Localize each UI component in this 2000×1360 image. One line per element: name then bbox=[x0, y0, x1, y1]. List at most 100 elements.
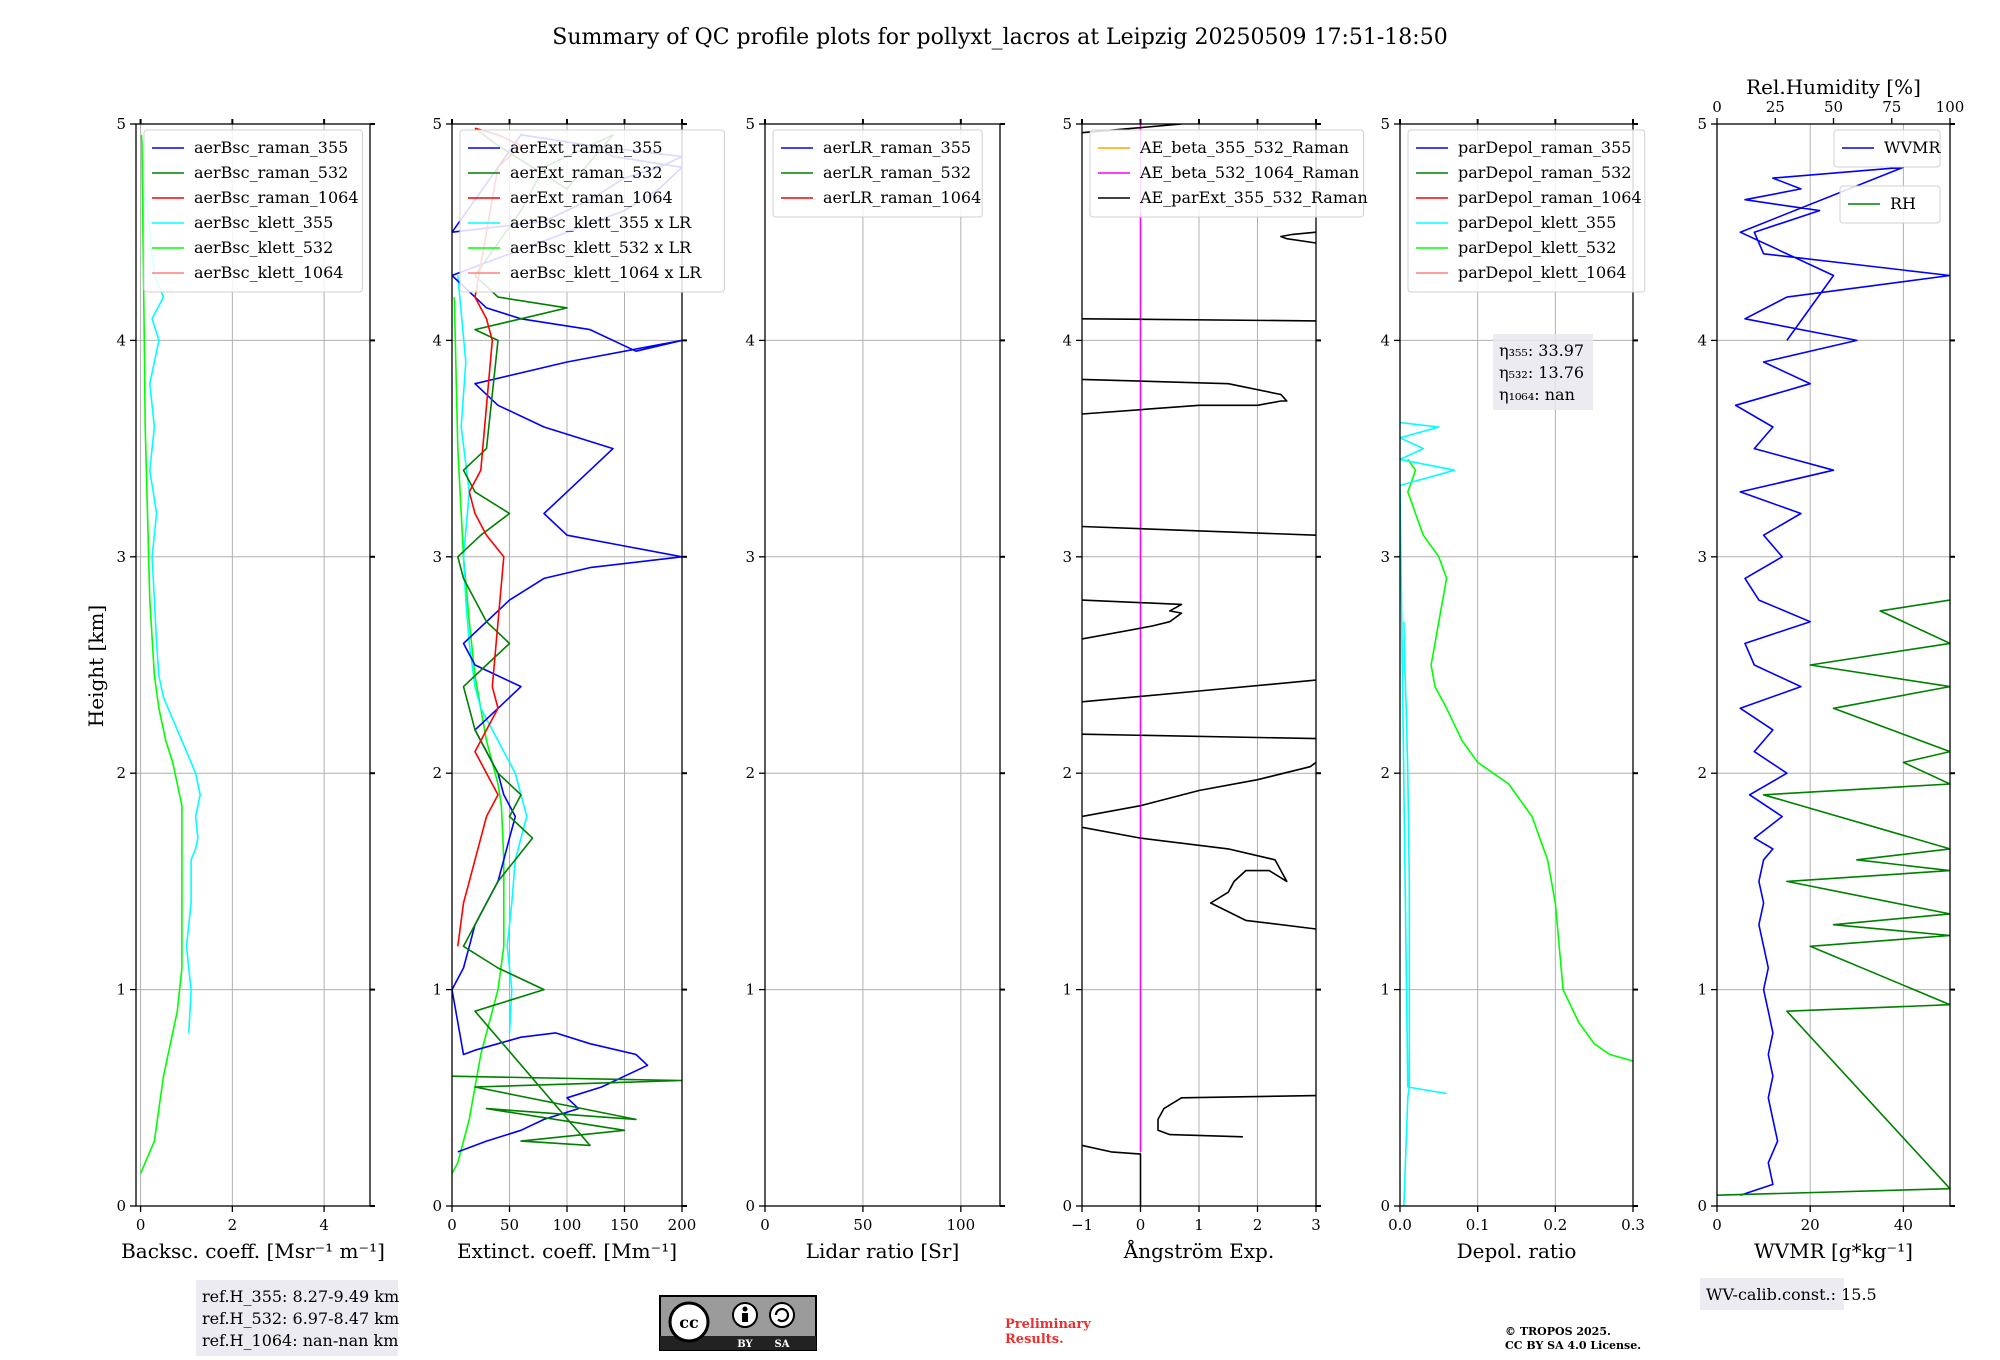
legend-box bbox=[1407, 129, 1646, 293]
x-tick-label: 50 bbox=[853, 1216, 872, 1234]
y-tick-label: 5 bbox=[1697, 115, 1707, 133]
legend-label: parDepol_klett_355 bbox=[1458, 213, 1616, 232]
series-line-ae-parext-355-532-raman bbox=[1082, 826, 1316, 930]
y-tick-label: 2 bbox=[116, 764, 126, 782]
series-line-pardepol-klett-355 bbox=[1400, 421, 1456, 1095]
y-tick-label: 2 bbox=[432, 764, 442, 782]
axes-frame bbox=[764, 123, 1001, 1207]
legend-box bbox=[1839, 185, 1941, 224]
legend: parDepol_raman_355 parDepol_raman_532 parD… bbox=[1407, 129, 1646, 293]
x-tick-label: 1 bbox=[1194, 1216, 1204, 1234]
cc-by-label: BY bbox=[737, 1339, 753, 1350]
legend-label: aerBsc_klett_532 x LR bbox=[510, 238, 692, 257]
y-tick-label: 2 bbox=[1380, 764, 1390, 782]
legend-label: parDepol_raman_355 bbox=[1458, 138, 1631, 157]
annotation-line: η₅₃₂: 13.76 bbox=[1499, 363, 1584, 382]
legend-label: aerBsc_raman_1064 bbox=[194, 188, 359, 207]
x-tick-label: 0 bbox=[1136, 1216, 1146, 1234]
y-tick-label: 1 bbox=[1062, 981, 1072, 999]
legend-label: aerLR_raman_355 bbox=[823, 138, 971, 157]
y-tick-label: 0 bbox=[1380, 1197, 1390, 1215]
y-tick-label: 3 bbox=[432, 548, 442, 566]
legend: aerLR_raman_355 aerLR_raman_532 aerLR_rama… bbox=[772, 129, 983, 218]
y-tick-label: 5 bbox=[1062, 115, 1072, 133]
x-axis-label: Extinct. coeff. [Mm⁻¹] bbox=[457, 1239, 677, 1263]
legend-label: aerBsc_klett_355 x LR bbox=[510, 213, 692, 232]
x-tick-label: −1 bbox=[1071, 1216, 1093, 1234]
annotation-bg bbox=[1493, 334, 1593, 410]
sa-icon bbox=[769, 1302, 795, 1328]
y-tick-label: 1 bbox=[1697, 981, 1707, 999]
y-tick-label: 1 bbox=[116, 981, 126, 999]
x-tick-label: 3 bbox=[1311, 1216, 1321, 1234]
x-tick-label: 150 bbox=[610, 1216, 639, 1234]
x-axis-label: Backsc. coeff. [Msr⁻¹ m⁻¹] bbox=[121, 1239, 385, 1263]
legend-box bbox=[1833, 129, 1941, 168]
y-tick-label: 3 bbox=[745, 548, 755, 566]
legend: aerBsc_raman_355 aerBsc_raman_532 aerBsc_r… bbox=[143, 129, 363, 293]
annotation-line: ref.H_1064: nan-nan km bbox=[202, 1331, 398, 1350]
y-tick-label: 5 bbox=[432, 115, 442, 133]
legend-label: RH bbox=[1890, 194, 1916, 213]
y-axis-label: Height [km] bbox=[84, 605, 108, 727]
preliminary-line: Results. bbox=[1005, 1332, 1064, 1347]
axes-frame bbox=[1399, 123, 1634, 1207]
y-tick-label: 0 bbox=[432, 1197, 442, 1215]
cc-license-badge[interactable]: cc BY SA bbox=[659, 1295, 817, 1351]
legend-label: parDepol_klett_532 bbox=[1458, 238, 1616, 257]
y-tick-label: 4 bbox=[432, 331, 442, 349]
x-tick-label: 200 bbox=[668, 1216, 697, 1234]
x-tick-label: 2 bbox=[228, 1216, 238, 1234]
y-tick-label: 2 bbox=[1697, 764, 1707, 782]
x-tick-label: 100 bbox=[553, 1216, 582, 1234]
svg-text:cc: cc bbox=[679, 1313, 699, 1332]
series-group bbox=[139, 134, 201, 1174]
x-tick-label: 0.2 bbox=[1543, 1216, 1567, 1234]
y-tick-label: 5 bbox=[1380, 115, 1390, 133]
legend-label: parDepol_klett_1064 bbox=[1458, 263, 1627, 282]
series-line-ae-parext-355-532-raman bbox=[1082, 1144, 1142, 1206]
axes-frame bbox=[135, 123, 371, 1207]
series-line-ae-parext-355-532-raman bbox=[1082, 378, 1288, 415]
legend: RH bbox=[1839, 185, 1941, 224]
series-line-aerext-raman-532 bbox=[452, 127, 682, 1147]
legend: aerExt_raman_355 aerExt_raman_532 aerExt_r… bbox=[459, 129, 725, 293]
annotation-box: ref.H_355: 8.27-9.49 km ref.H_532: 6.97-8… bbox=[196, 1280, 399, 1356]
x-tick-label: 4 bbox=[319, 1216, 329, 1234]
series-line-ae-parext-355-532-raman bbox=[1082, 761, 1316, 818]
series-line-aerbsc-klett-355 bbox=[144, 188, 201, 1033]
annotation-bg bbox=[1700, 1278, 1844, 1310]
x-tick-label: 0 bbox=[136, 1216, 146, 1234]
y-tick-label: 1 bbox=[432, 981, 442, 999]
cc-sa-label: SA bbox=[775, 1339, 790, 1350]
x-tick-label: 0.1 bbox=[1466, 1216, 1490, 1234]
legend-label: AE_beta_355_532_Raman bbox=[1139, 138, 1349, 157]
x-tick-label: 100 bbox=[947, 1216, 976, 1234]
copyright-line-1: © TROPOS 2025. bbox=[1505, 1325, 1611, 1338]
y-tick-label: 0 bbox=[1062, 1197, 1072, 1215]
legend-label: parDepol_raman_1064 bbox=[1458, 188, 1642, 207]
series-group bbox=[1717, 166, 1950, 1196]
series-line-pardepol-klett-532 bbox=[1407, 458, 1633, 1062]
series-line-pardepol-klett-355 bbox=[1403, 621, 1411, 1206]
y-tick-label: 3 bbox=[1380, 548, 1390, 566]
y-tick-label: 0 bbox=[745, 1197, 755, 1215]
series-line-wvmr bbox=[1734, 166, 1950, 1196]
x-tick-label: 2 bbox=[1253, 1216, 1263, 1234]
legend-label: WVMR bbox=[1884, 138, 1941, 157]
y-tick-label: 1 bbox=[1380, 981, 1390, 999]
preliminary-line: Preliminary bbox=[1005, 1317, 1091, 1332]
legend-label: aerBsc_klett_355 bbox=[194, 213, 333, 232]
series-line-ae-parext-355-532-raman bbox=[1082, 679, 1316, 703]
series-line-aerbsc-klett-355-x-lr bbox=[457, 275, 528, 1033]
annotation-line: η₃₅₅: 33.97 bbox=[1499, 341, 1584, 360]
annotation-line: ref.H_355: 8.27-9.49 km bbox=[202, 1287, 399, 1306]
axes-frame bbox=[1081, 123, 1317, 1207]
legend-label: aerLR_raman_532 bbox=[823, 163, 971, 182]
preliminary-results-note: Preliminary Results. bbox=[1005, 1317, 1091, 1347]
y-tick-label: 1 bbox=[745, 981, 755, 999]
